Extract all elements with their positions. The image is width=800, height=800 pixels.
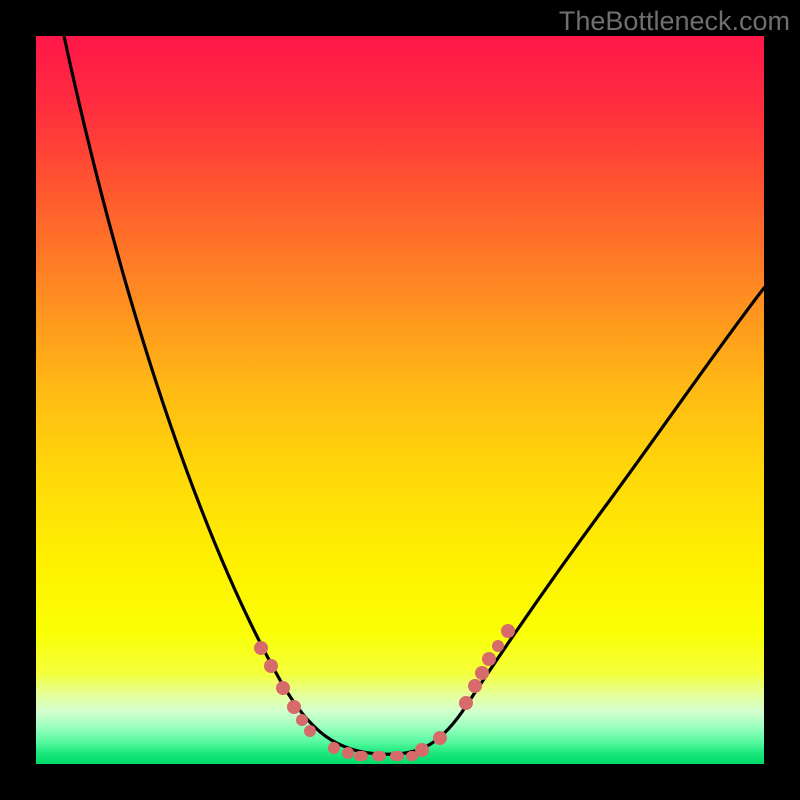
curve-marker [468, 679, 482, 693]
curve-marker [276, 681, 290, 695]
curve-marker [342, 747, 354, 759]
curve-marker [459, 696, 473, 710]
curve-marker [304, 725, 316, 737]
curve-marker [328, 742, 340, 754]
curve-marker [254, 641, 268, 655]
chart-stage: TheBottleneck.com [0, 0, 800, 800]
watermark-text: TheBottleneck.com [559, 6, 790, 37]
bottom-dash-seg [354, 751, 368, 761]
plot-background [36, 36, 764, 764]
curve-marker [296, 714, 308, 726]
curve-marker [264, 659, 278, 673]
curve-marker [501, 624, 515, 638]
curve-marker [475, 666, 489, 680]
curve-marker [482, 652, 496, 666]
bottom-dash-seg [390, 751, 404, 761]
curve-marker [287, 700, 301, 714]
bottom-dash-seg [406, 751, 418, 761]
curve-marker [433, 731, 447, 745]
chart-svg [0, 0, 800, 800]
curve-marker [492, 640, 504, 652]
bottom-dash-seg [372, 751, 386, 761]
